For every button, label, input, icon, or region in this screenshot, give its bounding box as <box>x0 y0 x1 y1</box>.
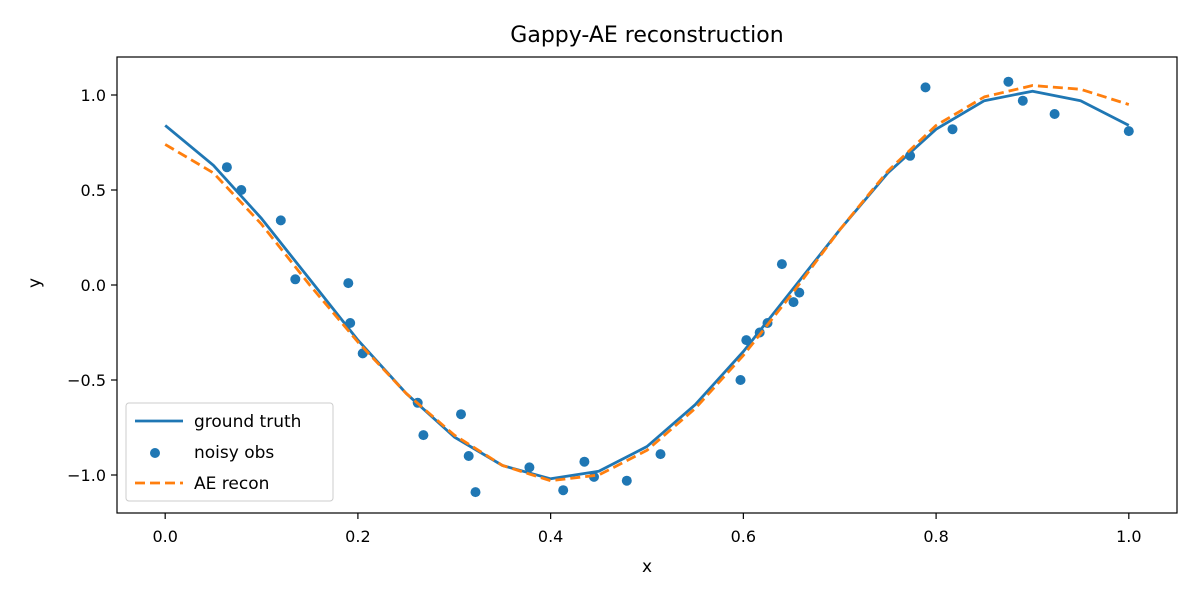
data-point-noisy-obs <box>221 162 232 173</box>
data-point-noisy-obs <box>558 485 569 496</box>
data-point-noisy-obs <box>343 278 354 289</box>
legend-label-ae-recon: AE recon <box>194 474 269 494</box>
data-point-noisy-obs <box>741 335 752 346</box>
x-tick-label: 0.8 <box>923 527 948 546</box>
data-point-noisy-obs <box>275 215 286 226</box>
chart-title: Gappy-AE reconstruction <box>510 23 783 48</box>
legend-label-noisy-obs: noisy obs <box>194 443 274 463</box>
legend-label-ground-truth: ground truth <box>194 412 301 432</box>
data-point-noisy-obs <box>1123 126 1134 137</box>
x-tick-label: 0.0 <box>152 527 177 546</box>
y-tick-label: −1.0 <box>67 466 106 485</box>
y-axis-ticks: −1.0 −0.5 0.0 0.5 1.0 <box>67 86 117 485</box>
y-axis-label: y <box>25 278 45 288</box>
x-axis-label: x <box>642 557 652 577</box>
data-point-noisy-obs <box>1049 109 1060 119</box>
data-point-noisy-obs <box>905 150 916 161</box>
y-tick-label: 0.0 <box>81 276 106 295</box>
data-point-noisy-obs <box>655 449 666 460</box>
data-point-noisy-obs <box>345 318 356 328</box>
data-point-noisy-obs <box>290 274 301 285</box>
legend-box <box>125 402 334 502</box>
series-line-ae-recon <box>164 84 1130 483</box>
data-point-noisy-obs <box>418 430 429 441</box>
plot-area <box>164 76 1134 498</box>
x-tick-label: 0.4 <box>538 527 563 546</box>
data-point-noisy-obs <box>920 82 931 93</box>
data-point-noisy-obs <box>236 185 247 195</box>
data-point-noisy-obs <box>776 259 787 270</box>
data-point-noisy-obs <box>735 375 746 385</box>
data-point-noisy-obs <box>463 451 474 461</box>
x-tick-label: 1.0 <box>1116 527 1141 546</box>
y-tick-label: 1.0 <box>81 86 106 105</box>
x-axis-ticks: 0.0 0.2 0.4 0.6 0.8 1.0 <box>152 513 1142 546</box>
data-point-noisy-obs <box>524 462 535 473</box>
data-point-noisy-obs <box>1017 95 1028 106</box>
data-point-noisy-obs <box>456 409 466 420</box>
data-point-noisy-obs <box>1003 76 1014 87</box>
y-tick-label: −0.5 <box>67 371 106 390</box>
x-tick-label: 0.2 <box>345 527 370 546</box>
data-point-noisy-obs <box>579 456 590 467</box>
series-line-ground-truth <box>164 89 1130 481</box>
y-tick-label: 0.5 <box>81 181 106 200</box>
data-point-noisy-obs <box>470 487 481 498</box>
legend-swatch-noisy-obs <box>150 448 160 458</box>
legend: ground truth noisy obs AE recon <box>125 402 334 502</box>
data-point-noisy-obs <box>947 124 958 135</box>
data-point-noisy-obs <box>621 475 632 486</box>
data-point-noisy-obs <box>794 287 805 298</box>
data-point-noisy-obs <box>788 297 799 308</box>
x-tick-label: 0.6 <box>731 527 756 546</box>
